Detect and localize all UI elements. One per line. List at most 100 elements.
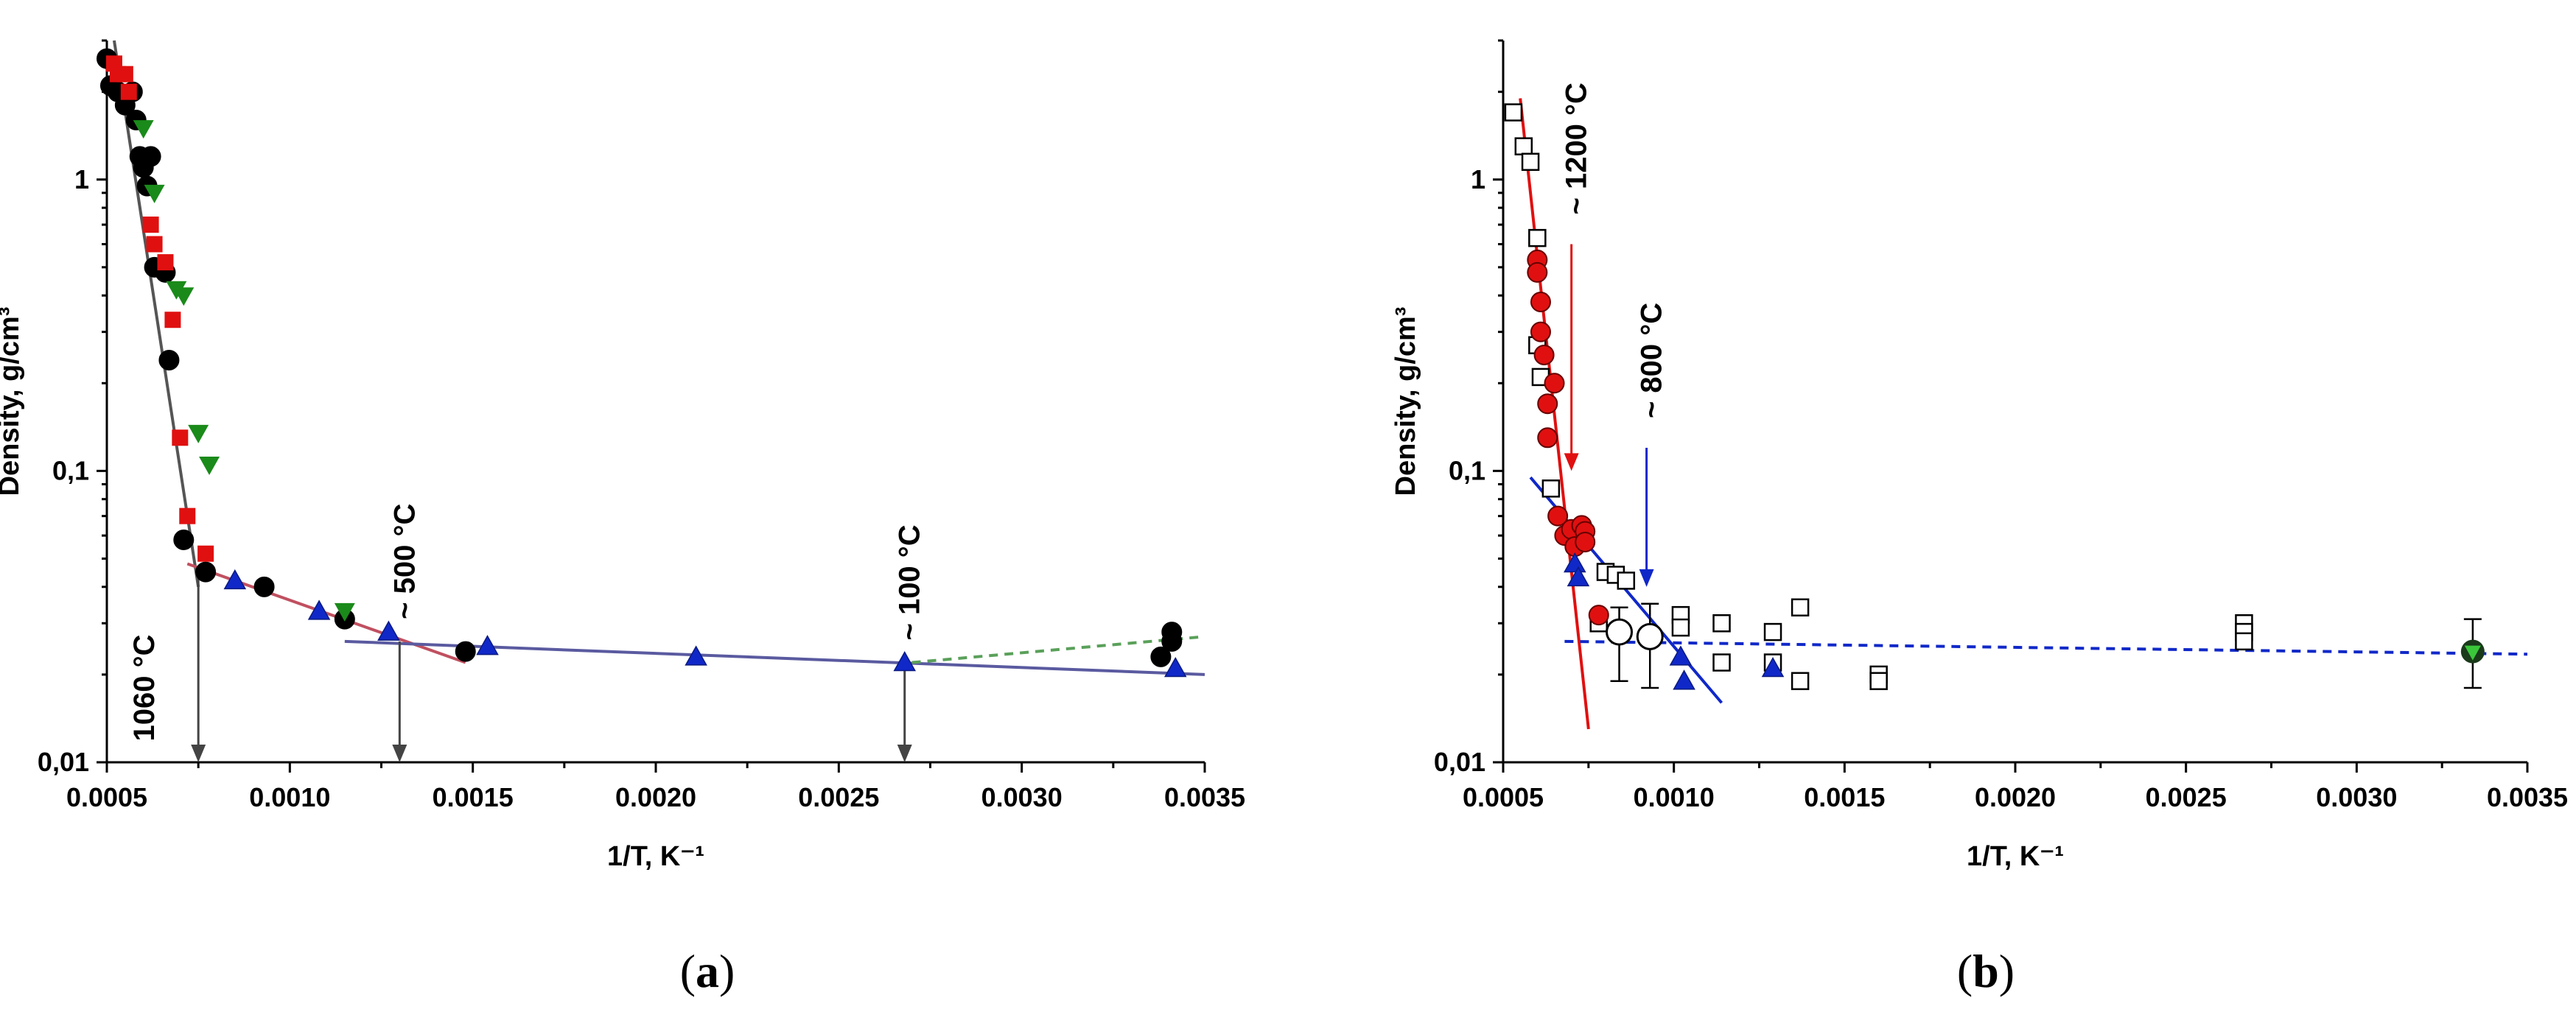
y-tick-label: 1 <box>74 164 89 194</box>
annotation-label: ~ 500 °C <box>388 504 421 619</box>
data-point <box>1537 427 1558 449</box>
data-point <box>199 456 220 475</box>
data-point <box>253 576 275 597</box>
x-tick-label: 0.0015 <box>1804 782 1885 812</box>
data-point <box>334 602 355 622</box>
data-point <box>179 507 196 524</box>
y-axis-label: Density, g/cm³ <box>1390 307 1421 496</box>
x-tick-label: 0.0010 <box>249 782 330 812</box>
y-tick-label: 1 <box>1471 164 1485 194</box>
data-point <box>685 645 707 666</box>
y-tick-label: 0,01 <box>38 747 89 777</box>
data-point <box>195 561 217 583</box>
x-axis-label: 1/T, K⁻¹ <box>607 841 704 872</box>
x-axis-label: 1/T, K⁻¹ <box>1967 841 2064 872</box>
x-tick-label: 0.0005 <box>1463 782 1544 812</box>
x-tick-label: 0.0035 <box>1164 782 1245 812</box>
data-point <box>1150 646 1172 667</box>
x-tick-label: 0.0030 <box>2316 782 2397 812</box>
panel-a-chart: 0.0005 0.0010 0.0015 0.0020 0.0025 0.0030 0.00… <box>0 39 1245 872</box>
data-point <box>188 424 209 443</box>
data-point <box>146 236 163 253</box>
data-point <box>157 254 174 271</box>
data-point <box>1791 672 1810 690</box>
data-point <box>893 650 917 672</box>
data-point <box>1161 622 1183 643</box>
data-point <box>1514 137 1533 155</box>
y-tick-label: 0,1 <box>52 455 89 485</box>
data-point <box>1791 598 1810 616</box>
data-point <box>1530 321 1551 342</box>
y-tick-label: 0,1 <box>1449 455 1485 485</box>
data-point <box>377 620 400 641</box>
data-point <box>1547 505 1569 527</box>
data-point <box>1537 393 1558 415</box>
x-tick-label: 0.0005 <box>66 782 147 812</box>
data-point <box>1567 566 1590 587</box>
data-point <box>173 287 195 306</box>
data-point <box>1564 552 1586 573</box>
y-tick-label: 0,01 <box>1434 747 1485 777</box>
data-point <box>1869 672 1888 690</box>
y-axis-label: Density, g/cm³ <box>0 307 25 496</box>
x-tick-label: 0.0025 <box>2146 782 2227 812</box>
x-tick-label: 0.0030 <box>981 782 1063 812</box>
data-point <box>476 635 499 655</box>
fit-line <box>112 40 200 588</box>
x-tick-label: 0.0020 <box>1975 782 2056 812</box>
annotation-label: ~ 800 °C <box>1636 303 1668 418</box>
data-point <box>1530 292 1551 313</box>
fit-line <box>1519 98 1590 730</box>
data-point <box>1617 572 1636 590</box>
annotation-arrowhead <box>1564 453 1579 471</box>
data-point <box>1712 614 1731 633</box>
annotation-arrowhead <box>1639 569 1654 587</box>
data-point <box>164 312 181 328</box>
annotation-label: ~ 1200 °C <box>1561 82 1593 214</box>
data-point <box>2235 632 2253 651</box>
data-point <box>1504 103 1523 122</box>
data-point <box>197 545 214 562</box>
data-point <box>1544 373 1565 394</box>
data-point <box>173 529 195 550</box>
data-point <box>120 83 137 100</box>
data-point <box>1669 645 1693 666</box>
x-tick-label: 0.0025 <box>798 782 879 812</box>
data-point <box>307 600 331 620</box>
annotation-arrowhead <box>897 745 912 762</box>
data-point <box>1761 656 1785 678</box>
data-point <box>1588 605 1609 626</box>
annotation-arrowhead <box>392 745 407 762</box>
data-point <box>1712 653 1731 672</box>
panel-b-chart: 0.0005 0.0010 0.0015 0.0020 0.0025 0.0030 0.00… <box>1390 39 2568 872</box>
data-point <box>223 569 247 590</box>
data-point <box>1636 622 1664 650</box>
data-point <box>1673 669 1695 690</box>
data-point <box>158 349 180 370</box>
x-tick-label: 0.0035 <box>2487 782 2568 812</box>
data-point <box>1527 261 1548 283</box>
x-tick-label: 0.0010 <box>1634 782 1715 812</box>
panel-b-caption: (b) <box>1957 945 2015 997</box>
data-point <box>1606 618 1634 646</box>
data-point <box>172 429 189 446</box>
x-tick-label: 0.0020 <box>615 782 696 812</box>
data-point <box>1541 479 1561 498</box>
data-point <box>1533 344 1555 365</box>
data-point <box>1671 618 1690 637</box>
data-point <box>116 66 133 82</box>
panel-a-caption: (a) <box>680 945 735 997</box>
data-point <box>1575 531 1596 552</box>
data-point <box>140 146 161 167</box>
fit-line <box>1564 639 2528 656</box>
fit-line <box>911 635 1205 664</box>
data-point <box>144 184 165 203</box>
x-tick-label: 0.0015 <box>433 782 514 812</box>
data-point <box>1528 228 1547 247</box>
data-point <box>1163 656 1187 678</box>
annotation-label: ~ 100 °C <box>894 524 926 640</box>
data-point <box>1763 622 1782 641</box>
data-point <box>142 217 159 233</box>
data-point <box>2464 645 2481 661</box>
